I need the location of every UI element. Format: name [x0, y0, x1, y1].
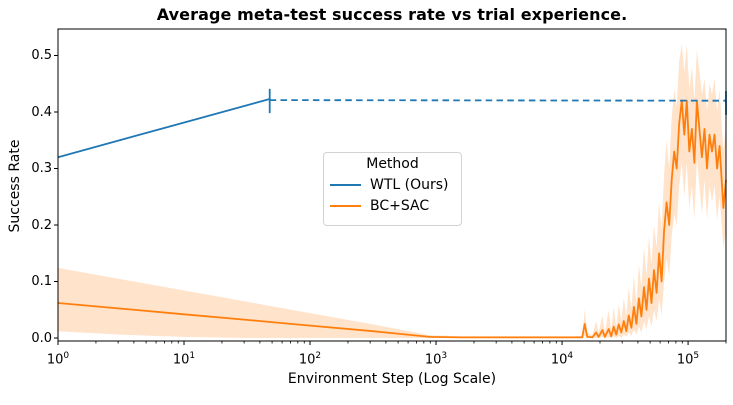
legend: Method WTL (Ours) BC+SAC: [323, 152, 462, 226]
legend-item-bcsac: BC+SAC: [330, 195, 455, 216]
y-tick-label: 0.4: [31, 105, 52, 120]
x-tick-label: 101: [172, 351, 196, 368]
legend-title: Method: [366, 156, 419, 172]
bcsac-line: [57, 99, 727, 339]
y-axis-label: Success Rate: [7, 139, 23, 233]
bcsac-line-swatch: [330, 204, 361, 207]
wtl-line-swatch: [330, 183, 361, 186]
wtl-dashed-line: [269, 99, 727, 102]
x-tick-label: 102: [298, 351, 322, 368]
x-tick-label: 103: [424, 351, 448, 368]
wtl-line: [57, 98, 270, 159]
chart-title: Average meta-test success rate vs trial …: [156, 5, 628, 24]
x-tick-label: 104: [550, 351, 574, 368]
legend-label-bcsac: BC+SAC: [370, 197, 430, 214]
y-tick-label: 0.5: [31, 48, 52, 63]
y-tick-label: 0.2: [31, 218, 52, 233]
legend-item-wtl: WTL (Ours): [330, 174, 455, 195]
y-tick-label: 0.1: [31, 274, 52, 289]
axes-frame: [57, 28, 727, 342]
x-tick-label: 100: [46, 351, 70, 368]
y-tick-label: 0.0: [31, 331, 52, 346]
x-axis-label: Environment Step (Log Scale): [287, 371, 497, 387]
x-tick-label: 105: [676, 351, 700, 368]
y-tick-label: 0.3: [31, 161, 52, 176]
legend-label-wtl: WTL (Ours): [370, 176, 449, 193]
